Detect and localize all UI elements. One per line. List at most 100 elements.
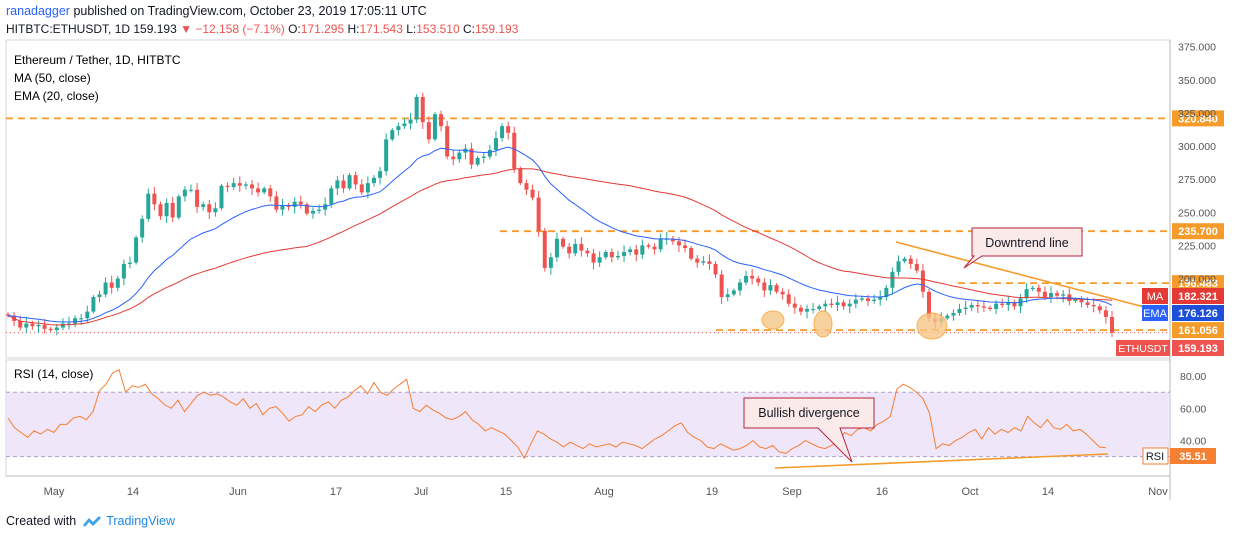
footer-brand[interactable]: TradingView (106, 514, 175, 528)
candle-body (1042, 291, 1047, 298)
close-label: C: (462, 22, 475, 36)
candle-body (231, 183, 236, 188)
candle-body (676, 241, 681, 246)
candle-body (195, 189, 200, 207)
badge-label: MA (1147, 291, 1164, 303)
candle-body (36, 324, 41, 327)
candle-body (371, 177, 376, 184)
candle-body (768, 285, 773, 291)
candle-body (140, 218, 145, 238)
time-tick: Nov (1148, 486, 1168, 498)
time-tick: Jun (229, 486, 247, 498)
rsi-tick: 40.00 (1180, 436, 1206, 448)
rsi-badge: RSI 35.51 (1142, 447, 1216, 465)
candle-body (927, 291, 932, 319)
candle-body (457, 152, 462, 160)
candle-body (1000, 303, 1005, 305)
candle-body (573, 244, 578, 254)
candle-body (256, 188, 261, 193)
candle-body (1061, 294, 1066, 296)
candle-body (774, 285, 779, 292)
time-tick: Aug (594, 486, 614, 498)
candle-body (207, 204, 212, 213)
candle-body (628, 249, 633, 252)
candle-body (817, 306, 822, 309)
candle-body (353, 175, 358, 185)
candle-body (737, 282, 742, 291)
candle-body (359, 184, 364, 193)
candle-body (97, 294, 102, 298)
candle-body (134, 237, 139, 263)
rsi-tick: 80.00 (1180, 371, 1206, 383)
badge-tag (1116, 340, 1170, 356)
candle-body (201, 204, 206, 207)
candle-body (493, 138, 498, 150)
divergence-callout: Bullish divergence (743, 397, 875, 463)
time-tick: 19 (706, 486, 718, 498)
candle-body (1110, 316, 1114, 333)
candle-body (591, 253, 596, 263)
candle-body (914, 263, 919, 271)
candle-body (127, 262, 132, 264)
candle-body (603, 252, 608, 258)
candle-body (487, 149, 492, 157)
candle-body (18, 320, 23, 328)
candle-body (329, 188, 334, 205)
candle-body (597, 257, 602, 263)
candle-body (384, 139, 389, 172)
candle-body (561, 238, 566, 247)
candle-body (707, 261, 712, 264)
candle-body (847, 303, 852, 307)
candle-body (786, 294, 791, 304)
chart-canvas[interactable]: 320.840 235.700 196.483 161.056 375.000 350.… (0, 0, 1234, 510)
candle-body (878, 297, 883, 300)
candle-body (969, 305, 974, 308)
candle-body (890, 271, 895, 288)
candle-body (237, 183, 242, 186)
candle-body (408, 119, 413, 124)
downtrend-line (895, 241, 1149, 309)
candle-body (426, 122, 431, 140)
badge-value: 182.321 (1178, 291, 1218, 303)
candle-body (170, 202, 175, 218)
candle-body (481, 156, 486, 158)
candle-body (402, 123, 407, 127)
candle-body (615, 255, 620, 258)
candle-body (835, 302, 840, 305)
level-value: 161.056 (1178, 325, 1218, 337)
candle-body (823, 303, 828, 307)
price-tick: 225.000 (1178, 240, 1216, 252)
candle-body (1103, 310, 1108, 317)
change-value: −12.158 (−7.1%) (195, 22, 285, 36)
legend-rsi: RSI (14, close) (14, 367, 93, 381)
footer: Created with TradingView (6, 514, 175, 528)
candle-body (1091, 305, 1096, 307)
close-value: 159.193 (474, 22, 519, 36)
candle-body (341, 180, 346, 189)
candle-body (115, 278, 120, 288)
candle-body (310, 210, 315, 214)
candle-body (670, 238, 675, 242)
candle-body (378, 171, 383, 178)
time-tick: May (44, 486, 65, 498)
level-badge (1172, 275, 1224, 292)
candle-body (731, 290, 736, 295)
candle-body (1073, 299, 1078, 302)
price-tick: 300.000 (1178, 141, 1216, 153)
candle-body (164, 202, 169, 217)
candle-body (158, 204, 163, 217)
candle-body (1024, 289, 1029, 299)
open-label: O: (288, 22, 301, 36)
candle-body (347, 175, 352, 189)
rsi-band (6, 391, 1170, 458)
ohlc-line: HITBTC:ETHUSDT, 1D 159.193 ▼ −12.158 (−7… (6, 22, 518, 36)
candle-body (902, 258, 907, 262)
candle-body (335, 180, 340, 189)
price-tick: 325.000 (1178, 108, 1216, 120)
author-link[interactable]: ranadagger (6, 4, 70, 18)
candle-body (683, 245, 688, 249)
price-axis: 375.000 350.000 325.000 300.000 275.000 250.0… (1178, 42, 1216, 448)
candle-body (945, 315, 950, 319)
candle-body (658, 238, 663, 250)
candle-body (1030, 287, 1035, 290)
